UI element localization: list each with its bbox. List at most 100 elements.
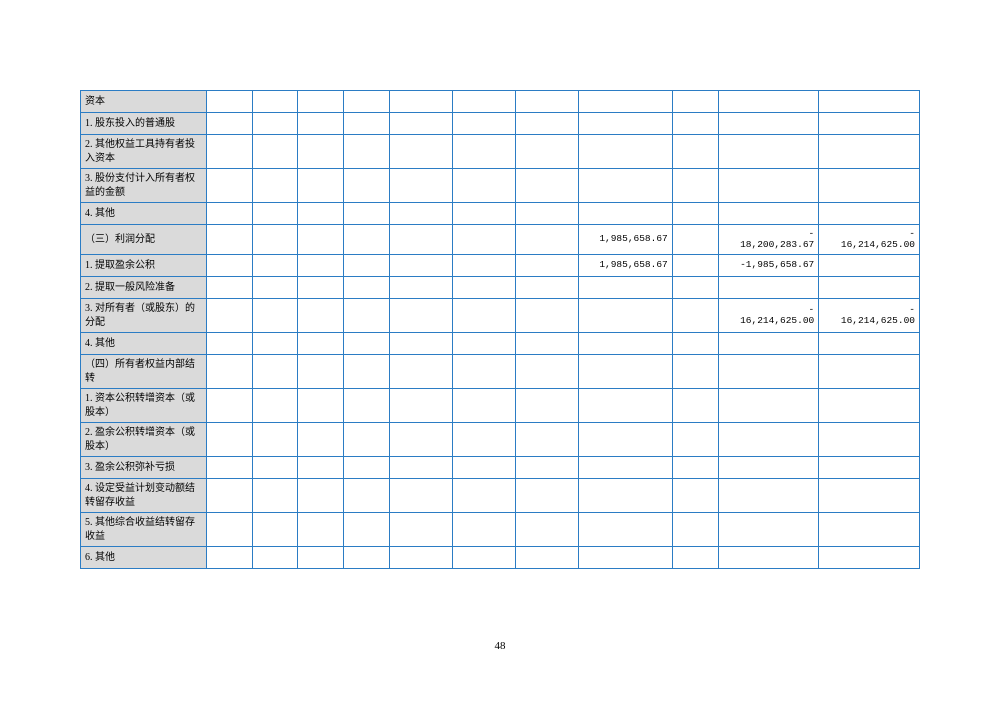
table-cell: -18,200,283.67 (718, 225, 819, 255)
table-cell (252, 113, 298, 135)
table-cell (298, 91, 344, 113)
table-cell (390, 423, 453, 457)
table-cell (515, 225, 578, 255)
table-cell (578, 135, 672, 169)
table-cell (819, 277, 920, 299)
table-cell (390, 225, 453, 255)
table-cell (515, 203, 578, 225)
table-cell (718, 479, 819, 513)
table-cell (515, 355, 578, 389)
table-cell (344, 169, 390, 203)
table-cell (819, 255, 920, 277)
table-cell (452, 135, 515, 169)
table-cell (252, 479, 298, 513)
table-cell (344, 255, 390, 277)
row-label: 1. 股东投入的普通股 (81, 113, 207, 135)
table-cell (578, 389, 672, 423)
table-cell (390, 91, 453, 113)
table-cell (390, 333, 453, 355)
table-cell (390, 169, 453, 203)
table-cell (298, 479, 344, 513)
table-cell (252, 355, 298, 389)
table-cell (672, 113, 718, 135)
table-cell (515, 333, 578, 355)
table-cell (718, 333, 819, 355)
table-cell (344, 225, 390, 255)
row-label: 2. 盈余公积转增资本（或股本） (81, 423, 207, 457)
table-cell (819, 91, 920, 113)
table-cell (390, 299, 453, 333)
table-cell (819, 389, 920, 423)
row-label: （三）利润分配 (81, 225, 207, 255)
table-cell (452, 169, 515, 203)
table-cell (672, 513, 718, 547)
row-label: 4. 其他 (81, 203, 207, 225)
row-label: 4. 其他 (81, 333, 207, 355)
table-cell (206, 225, 252, 255)
table-cell (515, 277, 578, 299)
table-cell (578, 333, 672, 355)
table-cell (298, 299, 344, 333)
table-cell (298, 169, 344, 203)
table-cell (298, 389, 344, 423)
table-cell (452, 203, 515, 225)
table-cell (452, 225, 515, 255)
table-cell (206, 479, 252, 513)
table-cell (298, 423, 344, 457)
table-cell (578, 355, 672, 389)
table-cell (452, 479, 515, 513)
table-cell (578, 113, 672, 135)
row-label: 2. 提取一般风险准备 (81, 277, 207, 299)
table-cell (515, 135, 578, 169)
table-cell (206, 169, 252, 203)
table-cell (672, 457, 718, 479)
table-cell (578, 547, 672, 569)
table-cell (252, 135, 298, 169)
table-cell (452, 255, 515, 277)
table-cell (452, 299, 515, 333)
table-cell (819, 203, 920, 225)
table-cell (206, 389, 252, 423)
table-cell: -16,214,625.00 (718, 299, 819, 333)
table-cell (672, 169, 718, 203)
table-cell (515, 255, 578, 277)
table-cell (515, 479, 578, 513)
table-cell (718, 113, 819, 135)
table-cell (819, 113, 920, 135)
table-cell (252, 277, 298, 299)
table-cell (390, 389, 453, 423)
table-cell (672, 299, 718, 333)
table-cell: -16,214,625.00 (819, 299, 920, 333)
table-cell (206, 91, 252, 113)
table-cell (252, 457, 298, 479)
table-cell (252, 333, 298, 355)
equity-changes-table: 资本1. 股东投入的普通股2. 其他权益工具持有者投入资本3. 股份支付计入所有… (80, 90, 920, 569)
table-cell (718, 457, 819, 479)
table-cell (452, 389, 515, 423)
table-cell (578, 513, 672, 547)
table-cell (515, 91, 578, 113)
table-cell (718, 203, 819, 225)
table-cell (672, 91, 718, 113)
table-cell (252, 255, 298, 277)
table-cell (718, 355, 819, 389)
table-cell (578, 457, 672, 479)
table-cell (819, 547, 920, 569)
table-cell (718, 547, 819, 569)
table-cell (344, 513, 390, 547)
row-label: （四）所有者权益内部结转 (81, 355, 207, 389)
table-cell (578, 299, 672, 333)
table-cell (452, 513, 515, 547)
page-number: 48 (0, 640, 1000, 652)
table-cell (298, 333, 344, 355)
table-cell (344, 203, 390, 225)
table-cell (452, 91, 515, 113)
table-cell (452, 423, 515, 457)
row-label: 1. 提取盈余公积 (81, 255, 207, 277)
table-cell (819, 333, 920, 355)
table-cell (298, 457, 344, 479)
table-cell (390, 479, 453, 513)
table-cell (672, 255, 718, 277)
table-cell (206, 547, 252, 569)
table-cell (718, 277, 819, 299)
